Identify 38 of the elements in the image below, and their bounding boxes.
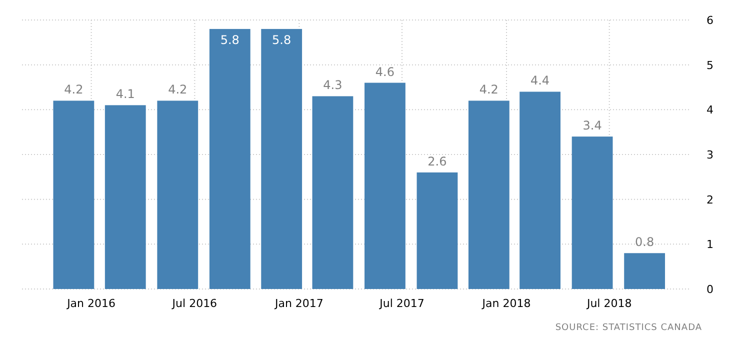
bar [157, 100, 198, 289]
data-label: 0.8 [635, 235, 654, 250]
bar [416, 172, 458, 289]
data-label: 4.2 [64, 82, 84, 97]
data-label: 4.6 [375, 64, 395, 79]
y-tick-label: 4 [706, 104, 714, 117]
y-tick-label: 1 [706, 238, 714, 252]
source-note: SOURCE: STATISTICS CANADA [555, 323, 702, 333]
data-label: 4.3 [323, 78, 342, 92]
bar [261, 28, 302, 289]
x-tick-label: Jul 2016 [171, 297, 218, 310]
y-tick-label: 2 [706, 193, 714, 206]
data-label: 5.8 [272, 32, 292, 47]
y-tick-label: 5 [706, 58, 714, 72]
data-label: 2.6 [428, 154, 447, 168]
x-tick-label: Jul 2018 [586, 297, 632, 310]
data-label: 4.2 [168, 82, 188, 97]
x-tick-label: Jan 2016 [66, 297, 116, 310]
data-label: 3.4 [582, 118, 602, 133]
bar [364, 82, 406, 289]
x-tick-label: Jan 2017 [274, 297, 324, 310]
x-tick-label: Jan 2018 [481, 297, 531, 310]
bar [520, 92, 560, 289]
x-tick-label: Jul 2017 [378, 297, 424, 310]
bar [53, 100, 94, 289]
bar [468, 100, 510, 289]
bar [209, 28, 250, 289]
data-label: 5.8 [220, 32, 240, 47]
data-label: 4.4 [530, 74, 550, 88]
data-label: 4.1 [116, 87, 135, 102]
y-tick-label: 6 [706, 14, 714, 27]
y-tick-label: 3 [706, 148, 714, 162]
bar [572, 136, 613, 289]
bar [104, 105, 146, 289]
y-tick-label: 0 [706, 283, 714, 296]
bar [624, 253, 666, 289]
data-label: 4.2 [479, 82, 498, 97]
bar [312, 96, 354, 289]
